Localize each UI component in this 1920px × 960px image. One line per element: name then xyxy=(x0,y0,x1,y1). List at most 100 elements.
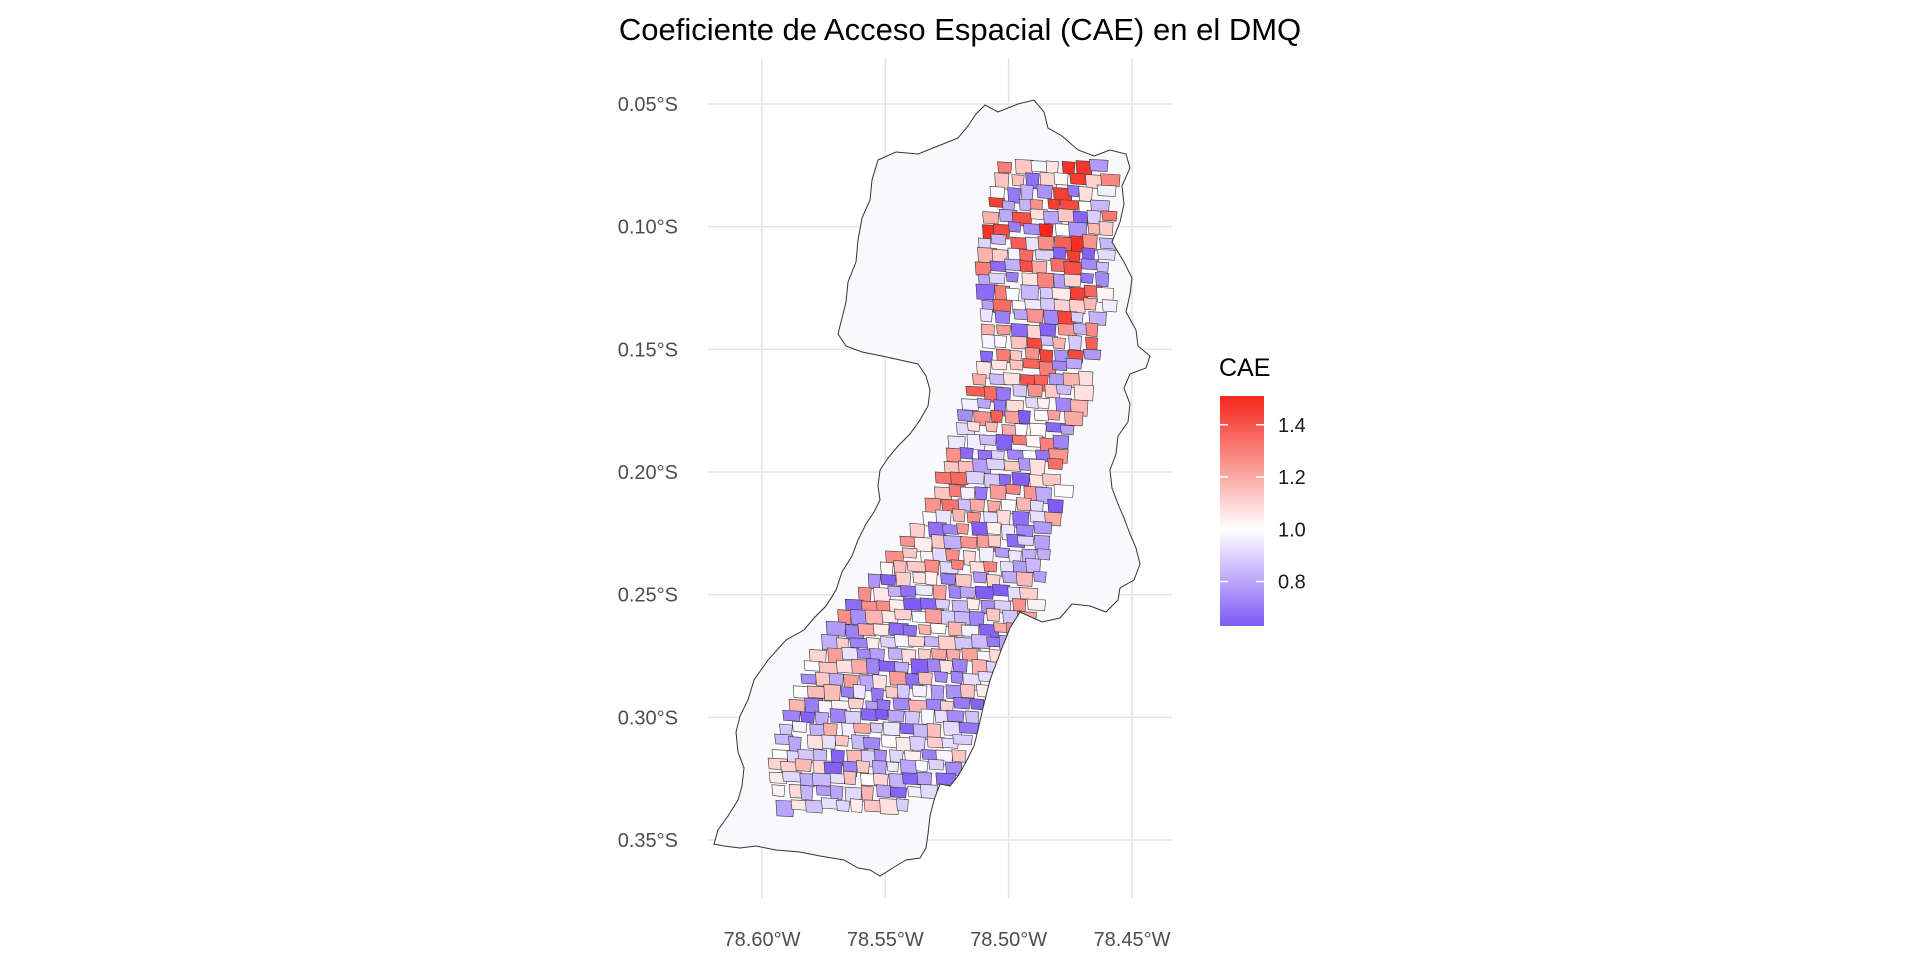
parish-polygon xyxy=(1026,308,1044,324)
parish-polygon xyxy=(1019,587,1039,600)
parish-polygon xyxy=(1078,186,1093,202)
parish-polygon xyxy=(941,524,960,535)
parish-polygon xyxy=(1080,272,1094,284)
parish-polygon xyxy=(1025,396,1040,409)
parish-polygon xyxy=(924,559,940,576)
parish-polygon xyxy=(888,670,909,687)
parish-polygon xyxy=(894,608,913,621)
parish-polygon xyxy=(1015,571,1034,587)
parish-polygon xyxy=(840,686,855,699)
parish-polygon xyxy=(1059,199,1080,211)
parish-polygon xyxy=(1036,184,1053,200)
x-tick-label: 78.50°W xyxy=(970,929,1047,951)
parish-polygon xyxy=(1052,434,1070,450)
legend-tick-label: 1.4 xyxy=(1278,415,1306,437)
parish-polygon xyxy=(986,521,1002,535)
parish-polygon xyxy=(902,547,918,559)
parish-polygon xyxy=(1088,311,1107,326)
parish-polygon xyxy=(928,758,945,771)
parish-polygon xyxy=(1005,483,1022,495)
parish-polygon xyxy=(934,471,953,485)
parish-polygon xyxy=(956,523,970,535)
parish-polygon xyxy=(1007,187,1021,204)
parish-polygon xyxy=(906,560,927,573)
parish-polygon xyxy=(966,421,981,432)
parish-polygon xyxy=(829,772,846,785)
parish-polygon xyxy=(799,772,817,787)
parish-polygon xyxy=(1055,384,1072,396)
parish-polygon xyxy=(843,770,857,786)
parish-polygon xyxy=(981,334,997,349)
parish-polygon xyxy=(895,571,912,588)
x-tick-label: 78.55°W xyxy=(847,929,924,951)
parish-polygon xyxy=(1002,372,1021,386)
parish-polygon xyxy=(988,197,1005,208)
parish-polygon xyxy=(1017,409,1031,425)
parish-polygon xyxy=(960,536,978,549)
parish-polygon xyxy=(1053,172,1069,186)
parish-polygon xyxy=(934,671,949,683)
parish-polygon xyxy=(950,559,965,571)
parish-polygon xyxy=(952,658,968,673)
parish-polygon xyxy=(882,721,901,737)
parish-polygon xyxy=(930,684,945,702)
parish-polygon xyxy=(1055,397,1072,413)
parish-polygon xyxy=(965,385,986,397)
parish-polygon xyxy=(844,710,862,726)
parish-polygon xyxy=(945,447,962,463)
parish-polygon xyxy=(1022,358,1042,369)
region-layer xyxy=(713,99,1151,877)
parish-polygon xyxy=(965,470,985,485)
parish-polygon xyxy=(1038,223,1054,238)
parish-polygon xyxy=(994,547,1010,558)
parish-polygon xyxy=(1095,272,1110,288)
parish-polygon xyxy=(1057,208,1076,223)
parish-polygon xyxy=(1026,598,1047,611)
parish-polygon xyxy=(1065,357,1083,370)
parish-polygon xyxy=(1101,299,1118,313)
parish-polygon xyxy=(914,760,929,772)
parish-polygon xyxy=(958,722,980,735)
parish-polygon xyxy=(1101,210,1118,222)
parish-polygon xyxy=(872,623,890,637)
parish-polygon xyxy=(779,723,793,736)
parish-polygon xyxy=(911,684,928,698)
parish-polygon xyxy=(869,722,884,734)
parish-polygon xyxy=(959,447,974,460)
parish-polygon xyxy=(992,583,1010,597)
parish-polygon xyxy=(892,697,912,711)
parish-polygon xyxy=(860,708,880,722)
parish-polygon xyxy=(1037,235,1055,251)
parish-polygon xyxy=(806,685,826,699)
parish-polygon xyxy=(1052,246,1067,261)
parish-polygon xyxy=(952,508,966,523)
parish-polygon xyxy=(1010,335,1028,350)
y-tick-label: 0.15°S xyxy=(618,339,678,361)
parish-polygon xyxy=(804,799,824,814)
legend-tick-label: 1.0 xyxy=(1278,519,1306,541)
parish-polygon xyxy=(972,373,987,386)
parish-polygon xyxy=(791,720,808,733)
parish-polygon xyxy=(924,571,938,586)
parish-polygon xyxy=(1052,337,1066,350)
parish-polygon xyxy=(1041,473,1062,487)
parish-polygon xyxy=(811,772,832,787)
parish-polygon xyxy=(775,799,795,818)
parish-polygon xyxy=(988,686,1006,698)
parish-polygon xyxy=(1080,258,1099,271)
parish-polygon xyxy=(990,409,1004,423)
parish-polygon xyxy=(782,709,801,722)
parish-polygon xyxy=(1067,184,1080,198)
parish-polygon xyxy=(1098,220,1114,237)
parish-polygon xyxy=(1089,159,1109,172)
parish-polygon xyxy=(940,573,957,586)
y-tick-label: 0.05°S xyxy=(618,94,678,116)
parish-polygon xyxy=(852,722,872,734)
parish-polygon xyxy=(995,434,1013,452)
parish-polygon xyxy=(959,586,977,599)
parish-polygon xyxy=(889,786,908,799)
parish-polygon xyxy=(794,758,812,772)
parish-polygon xyxy=(946,709,965,723)
parish-polygon xyxy=(990,359,1008,371)
parish-polygon xyxy=(976,398,992,409)
